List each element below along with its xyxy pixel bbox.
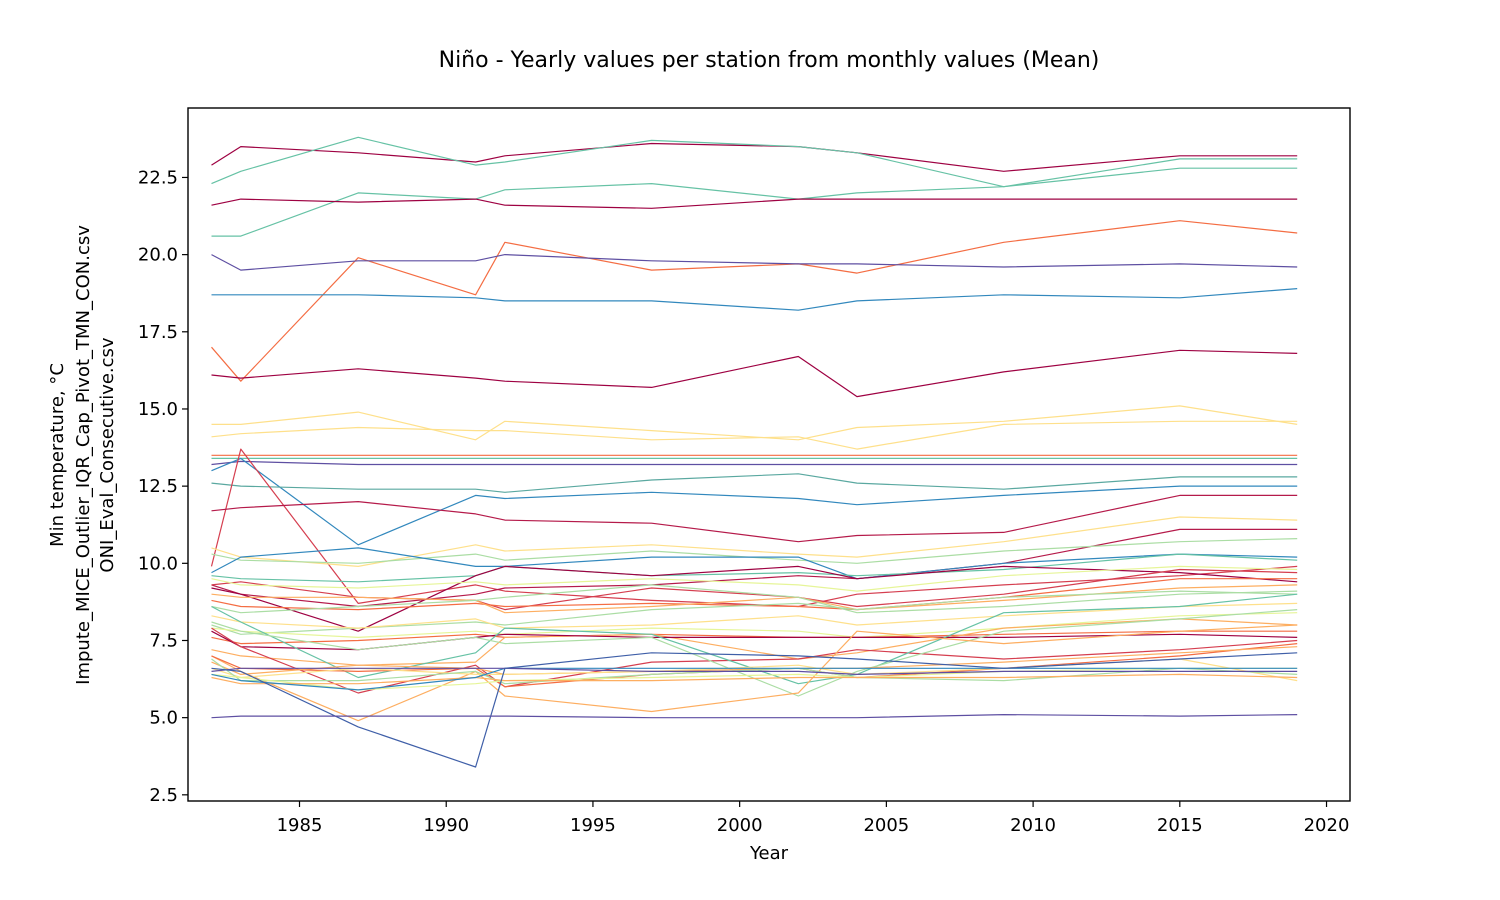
y-tick-label: 17.5 bbox=[138, 322, 178, 343]
series-line-10 bbox=[211, 420, 1298, 450]
series-line-30 bbox=[211, 602, 1298, 629]
chart-title: Niño - Yearly values per station from mo… bbox=[439, 48, 1100, 73]
series-line-4 bbox=[211, 198, 1298, 209]
series-line-9 bbox=[211, 405, 1298, 441]
plot-series bbox=[210, 136, 1298, 768]
series-line-14 bbox=[211, 457, 1298, 546]
plot-frame bbox=[187, 107, 1351, 802]
series-line-21 bbox=[211, 547, 1298, 580]
x-axis-label: Year bbox=[749, 843, 789, 864]
x-tick-label: 2010 bbox=[1010, 815, 1056, 836]
series-line-17 bbox=[211, 494, 1298, 543]
x-tick-label: 1990 bbox=[423, 815, 469, 836]
series-line-38 bbox=[211, 624, 1298, 722]
series-line-36 bbox=[211, 593, 1298, 685]
series-line-2 bbox=[211, 136, 1298, 188]
series-line-20 bbox=[211, 538, 1298, 564]
series-line-31 bbox=[211, 612, 1298, 639]
series-line-29 bbox=[211, 590, 1298, 635]
x-tick-label: 2000 bbox=[717, 815, 763, 836]
series-line-44 bbox=[211, 673, 1298, 685]
series-line-35 bbox=[211, 627, 1298, 694]
y-tick-label: 12.5 bbox=[138, 476, 178, 497]
y-tick-label: 22.5 bbox=[138, 167, 178, 188]
series-line-48 bbox=[211, 713, 1298, 719]
series-line-15 bbox=[211, 473, 1298, 493]
series-line-26 bbox=[211, 584, 1298, 614]
series-line-24 bbox=[211, 568, 1298, 611]
y-tick-label: 20.0 bbox=[138, 245, 178, 266]
y-axis-label-line-2: Impute_MICE_Outlier_IQR_Cap_Pivot_TMN_CO… bbox=[73, 225, 94, 685]
x-tick-label: 1995 bbox=[570, 815, 616, 836]
series-line-28 bbox=[211, 565, 1298, 592]
series-line-6 bbox=[211, 254, 1298, 271]
x-axis: 1985 1990 1995 2000 2005 2010 2015 2020 bbox=[277, 801, 1350, 836]
series-line-37 bbox=[211, 609, 1298, 697]
series-line-5 bbox=[211, 220, 1298, 382]
y-tick-label: 5.0 bbox=[149, 708, 178, 729]
y-tick-label: 7.5 bbox=[149, 630, 178, 651]
x-tick-label: 1985 bbox=[277, 815, 323, 836]
series-line-19 bbox=[211, 516, 1298, 568]
series-line-46 bbox=[211, 667, 1298, 676]
series-line-13 bbox=[211, 460, 1298, 466]
series-line-47 bbox=[211, 652, 1298, 768]
series-line-27 bbox=[211, 584, 1298, 614]
series-line-45 bbox=[211, 667, 1298, 691]
x-tick-label: 2015 bbox=[1157, 815, 1203, 836]
series-line-3 bbox=[211, 167, 1298, 237]
x-tick-label: 2005 bbox=[863, 815, 909, 836]
series-line-43 bbox=[211, 667, 1298, 691]
series-line-23 bbox=[211, 565, 1298, 632]
y-axis-label: Min temperature, °C Impute_MICE_Outlier_… bbox=[47, 225, 118, 685]
series-line-7 bbox=[211, 288, 1298, 311]
y-tick-label: 2.5 bbox=[149, 785, 178, 806]
series-line-1 bbox=[211, 142, 1298, 172]
y-axis-label-line-1: Min temperature, °C bbox=[47, 363, 68, 547]
series-line-16 bbox=[210, 448, 1298, 608]
y-axis: 2.5 5.0 7.5 10.0 12.5 15.0 17.5 20.0 22.5 bbox=[138, 167, 188, 806]
series-line-8 bbox=[211, 349, 1298, 398]
y-axis-label-line-3: ONI_Eval_Consecutive.csv bbox=[97, 337, 118, 573]
y-tick-label: 15.0 bbox=[138, 399, 178, 420]
x-tick-label: 2020 bbox=[1304, 815, 1350, 836]
y-tick-label: 10.0 bbox=[138, 553, 178, 574]
series-line-33 bbox=[211, 618, 1298, 666]
